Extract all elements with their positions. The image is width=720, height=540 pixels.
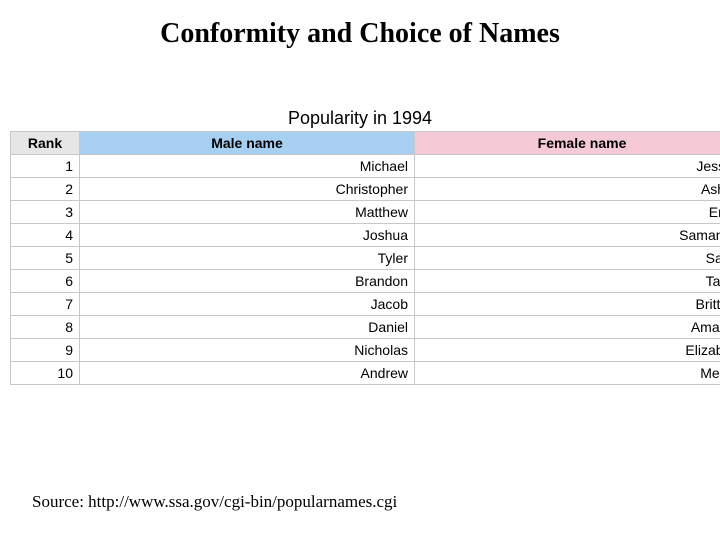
table-body: 1 Michael Jessica 2 Christopher Ashley 3… (11, 155, 720, 385)
cell-female: Sarah (415, 247, 720, 270)
slide: Conformity and Choice of Names Popularit… (0, 0, 720, 540)
cell-rank: 8 (11, 316, 80, 339)
table-row: 9 Nicholas Elizabeth (11, 339, 720, 362)
cell-rank: 7 (11, 293, 80, 316)
cell-male: Jacob (80, 293, 415, 316)
cell-male: Christopher (80, 178, 415, 201)
cell-female: Elizabeth (415, 339, 720, 362)
cell-female: Jessica (415, 155, 720, 178)
cell-female: Ashley (415, 178, 720, 201)
page-title: Conformity and Choice of Names (0, 18, 720, 50)
table-row: 3 Matthew Emily (11, 201, 720, 224)
table-row: 6 Brandon Taylor (11, 270, 720, 293)
cell-rank: 2 (11, 178, 80, 201)
cell-male: Michael (80, 155, 415, 178)
table-row: 2 Christopher Ashley (11, 178, 720, 201)
table-row: 10 Andrew Megan (11, 362, 720, 385)
table-row: 1 Michael Jessica (11, 155, 720, 178)
table-row: 5 Tyler Sarah (11, 247, 720, 270)
cell-female: Emily (415, 201, 720, 224)
col-header-rank: Rank (11, 132, 80, 155)
cell-male: Joshua (80, 224, 415, 247)
cell-rank: 3 (11, 201, 80, 224)
cell-rank: 9 (11, 339, 80, 362)
cell-male: Nicholas (80, 339, 415, 362)
cell-female: Amanda (415, 316, 720, 339)
table-caption: Popularity in 1994 (10, 108, 710, 129)
col-header-male: Male name (80, 132, 415, 155)
cell-rank: 10 (11, 362, 80, 385)
table-header-row: Rank Male name Female name (11, 132, 720, 155)
cell-male: Matthew (80, 201, 415, 224)
cell-male: Andrew (80, 362, 415, 385)
table-row: 7 Jacob Brittany (11, 293, 720, 316)
names-table: Rank Male name Female name 1 Michael Jes… (10, 131, 720, 385)
cell-rank: 6 (11, 270, 80, 293)
cell-female: Megan (415, 362, 720, 385)
col-header-female: Female name (415, 132, 720, 155)
cell-rank: 1 (11, 155, 80, 178)
source-citation: Source: http://www.ssa.gov/cgi-bin/popul… (32, 492, 397, 512)
cell-female: Taylor (415, 270, 720, 293)
cell-male: Brandon (80, 270, 415, 293)
table-row: 4 Joshua Samantha (11, 224, 720, 247)
cell-male: Tyler (80, 247, 415, 270)
cell-rank: 4 (11, 224, 80, 247)
table-row: 8 Daniel Amanda (11, 316, 720, 339)
cell-female: Brittany (415, 293, 720, 316)
cell-male: Daniel (80, 316, 415, 339)
names-table-wrap: Popularity in 1994 Rank Male name Female… (10, 108, 710, 385)
cell-female: Samantha (415, 224, 720, 247)
cell-rank: 5 (11, 247, 80, 270)
